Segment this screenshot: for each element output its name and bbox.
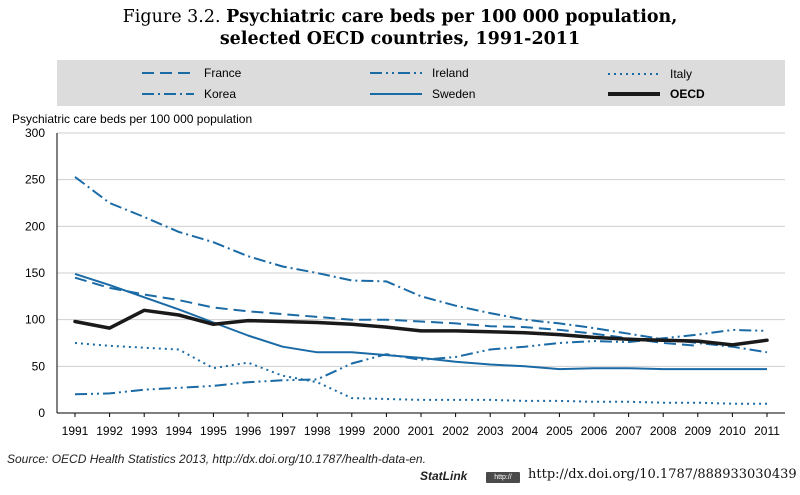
statlink-label: StatLink [420, 469, 468, 483]
statlink-logo: http:// [486, 472, 520, 483]
x-tick-label: 1994 [165, 424, 192, 438]
figure-title: Figure 3.2. Psychiatric care beds per 10… [0, 6, 800, 50]
x-tick-label: 2007 [615, 424, 642, 438]
gridlines [57, 132, 785, 414]
x-tick-label: 1998 [304, 424, 331, 438]
figure-title-line1: Psychiatric care beds per 100 000 popula… [226, 7, 678, 27]
figure-label: Figure 3.2. [122, 7, 221, 27]
x-tick-label: 2008 [650, 424, 677, 438]
x-tick-label: 2003 [477, 424, 504, 438]
source-note: Source: OECD Health Statistics 2013, htt… [7, 452, 426, 466]
figure-title-line2: selected OECD countries, 1991-2011 [219, 29, 581, 49]
series-line-italy [74, 342, 767, 405]
y-tick-label: 200 [25, 219, 45, 233]
legend-background [57, 60, 785, 106]
y-tick-label: 0 [38, 406, 45, 420]
x-tick-label: 2006 [581, 424, 608, 438]
x-tick-label: 1991 [62, 424, 89, 438]
x-tick-label: 1997 [269, 424, 296, 438]
x-tick-label: 2005 [546, 424, 573, 438]
statlink-url[interactable]: http://dx.doi.org/10.1787/888933030439 [528, 467, 797, 482]
x-tick-label: 2001 [408, 424, 435, 438]
y-tick-label: 150 [25, 266, 45, 280]
y-tick-label: 50 [32, 359, 46, 373]
x-tick-label: 1992 [96, 424, 123, 438]
x-tick-label: 1993 [131, 424, 158, 438]
y-tick-label: 300 [25, 126, 45, 140]
x-tick-label: 1996 [235, 424, 262, 438]
x-tick-label: 2009 [684, 424, 711, 438]
series-lines [73, 176, 769, 405]
series-line-oecd [73, 308, 769, 347]
x-tick-label: 1995 [200, 424, 227, 438]
x-axis: 1991 1992 1993 1994 1995 1996 1997 1998 1999 2000… [62, 413, 780, 438]
legend-label-oecd: OECD [670, 87, 705, 101]
legend-label-sweden: Sweden [432, 87, 475, 101]
series-line-france [74, 276, 698, 347]
y-tick-label: 250 [25, 173, 45, 187]
x-tick-label: 2002 [442, 424, 469, 438]
legend-label-korea: Korea [204, 87, 236, 101]
series-line-sweden [74, 272, 767, 371]
y-tick-label: 100 [25, 313, 45, 327]
x-tick-label: 2010 [719, 424, 746, 438]
legend: France Ireland Italy Korea Sweden OECD [57, 60, 785, 106]
series-line-korea [74, 176, 768, 354]
x-tick-label: 2004 [511, 424, 538, 438]
legend-label-ireland: Ireland [432, 66, 469, 80]
x-tick-label: 2000 [373, 424, 400, 438]
legend-label-italy: Italy [670, 67, 692, 81]
x-tick-label: 1999 [338, 424, 365, 438]
legend-label-france: France [204, 66, 242, 80]
y-axis-label: Psychiatric care beds per 100 000 popula… [12, 112, 252, 126]
x-tick-label: 2011 [754, 424, 780, 438]
